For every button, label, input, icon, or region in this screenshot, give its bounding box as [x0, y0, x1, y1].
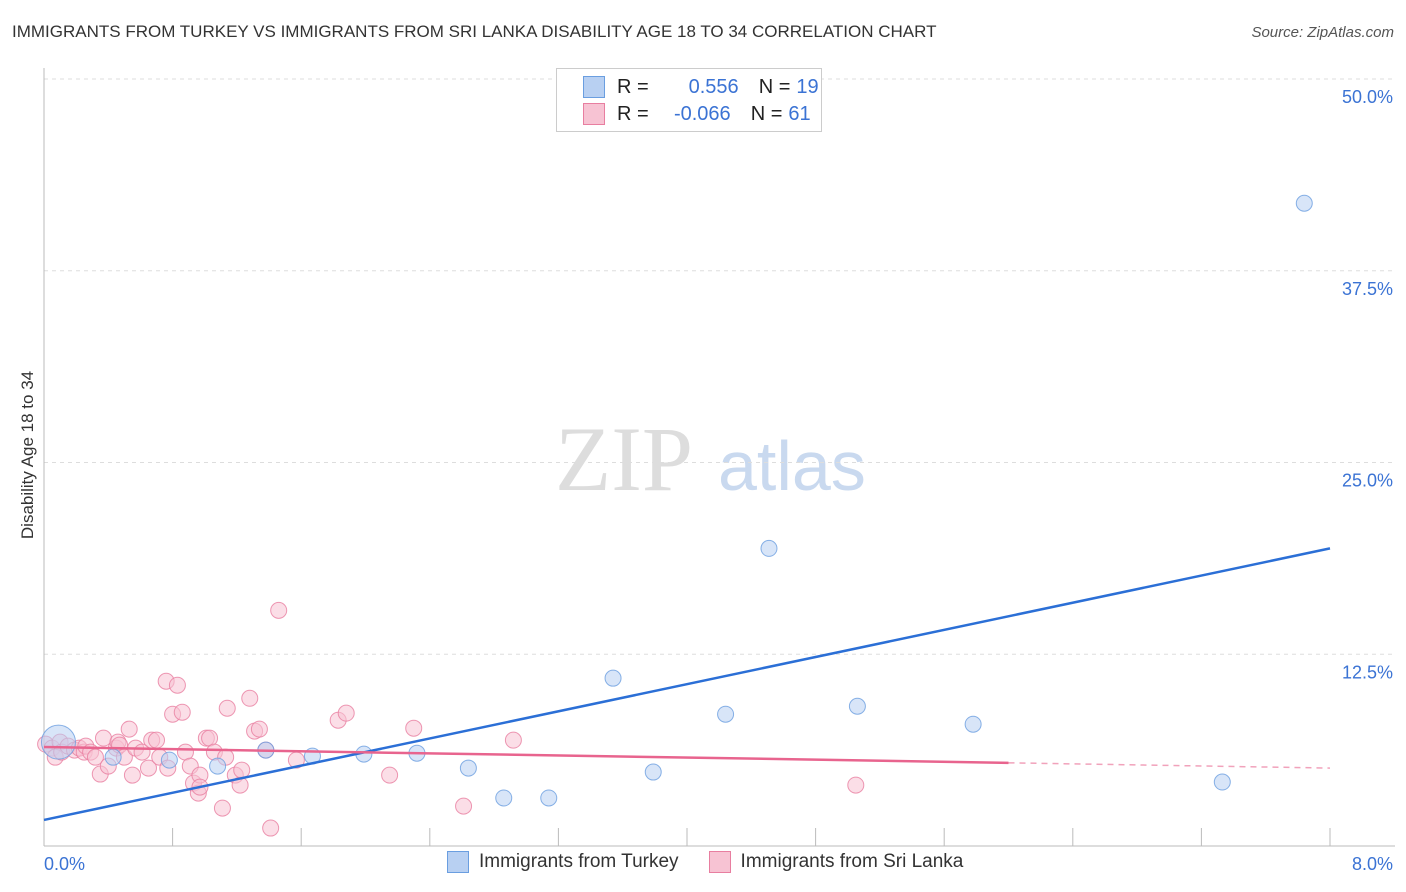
sri-lanka-point — [218, 699, 236, 717]
turkey-point — [40, 724, 76, 760]
y-tick-label: 37.5% — [1342, 279, 1393, 299]
turkey-point — [104, 748, 122, 766]
turkey-swatch — [583, 76, 605, 98]
sri-lanka-point — [86, 748, 104, 766]
sri-lanka-swatch — [583, 103, 605, 125]
turkey-trendline — [43, 547, 1331, 822]
legend-row-turkey: R = 0.556 N = 19 — [583, 75, 819, 99]
chart-title: IMMIGRANTS FROM TURKEY VS IMMIGRANTS FRO… — [12, 22, 937, 41]
n-label: N = — [750, 102, 783, 125]
turkey-point — [459, 759, 477, 777]
x-tick-label: 8.0% — [1352, 854, 1393, 874]
sri-lanka-trendline — [43, 745, 1009, 765]
turkey-point — [964, 715, 982, 733]
r-label: R = — [617, 75, 649, 98]
turkey-point — [1295, 194, 1313, 212]
y-tick-label: 50.0% — [1342, 87, 1393, 107]
y-tick-label: 25.0% — [1342, 471, 1393, 491]
sri-lanka-point — [504, 731, 522, 749]
legend-row-sri-lanka: R = -0.066 N = 61 — [583, 102, 811, 126]
legend-turkey-label: Immigrants from Turkey — [479, 851, 679, 872]
turkey-point — [160, 751, 178, 769]
turkey-point — [1213, 773, 1231, 791]
sri-lanka-point — [405, 719, 423, 737]
sri-lanka-point — [262, 819, 280, 837]
legend-sri-lanka-label: Immigrants from Sri Lanka — [740, 851, 964, 872]
r-value: 0.556 — [688, 75, 739, 98]
turkey-point — [644, 763, 662, 781]
turkey-point — [540, 789, 558, 807]
sri-lanka-point — [213, 799, 231, 817]
turkey-point — [209, 757, 227, 775]
sri-lanka-point — [173, 703, 191, 721]
turkey-swatch — [447, 851, 469, 873]
watermark-atlas: atlas — [718, 427, 866, 505]
sri-lanka-point — [250, 720, 268, 738]
sri-lanka-point — [120, 720, 138, 738]
y-tick-label: 12.5% — [1342, 662, 1393, 682]
r-value: -0.066 — [673, 102, 731, 125]
sri-lanka-point — [139, 759, 157, 777]
turkey-point — [760, 539, 778, 557]
turkey-point — [848, 697, 866, 715]
turkey-point — [495, 789, 513, 807]
sri-lanka-point — [270, 601, 288, 619]
sri-lanka-point — [455, 797, 473, 815]
sri-lanka-trendline-extension — [1008, 762, 1331, 769]
watermark-zip: ZIP — [555, 408, 693, 510]
n-label: N = — [758, 75, 791, 98]
n-value: 19 — [796, 75, 819, 98]
sri-lanka-point — [847, 776, 865, 794]
turkey-point — [717, 705, 735, 723]
source-label: Source: ZipAtlas.com — [1251, 24, 1394, 41]
sri-lanka-point — [337, 704, 355, 722]
sri-lanka-point — [241, 689, 259, 707]
n-value: 61 — [788, 102, 811, 125]
sri-lanka-point — [168, 676, 186, 694]
series-legend: Immigrants from Turkey Immigrants from S… — [447, 851, 963, 873]
x-tick-label: 0.0% — [44, 854, 85, 874]
sri-lanka-swatch — [708, 851, 731, 873]
sri-lanka-point — [233, 761, 251, 779]
sri-lanka-point — [381, 766, 399, 784]
r-label: R = — [617, 102, 649, 125]
sri-lanka-point — [148, 731, 166, 749]
correlation-legend: R = 0.556 N = 19 R = -0.066 N = 61 — [556, 68, 822, 132]
sri-lanka-point — [123, 766, 141, 784]
turkey-point — [604, 669, 622, 687]
